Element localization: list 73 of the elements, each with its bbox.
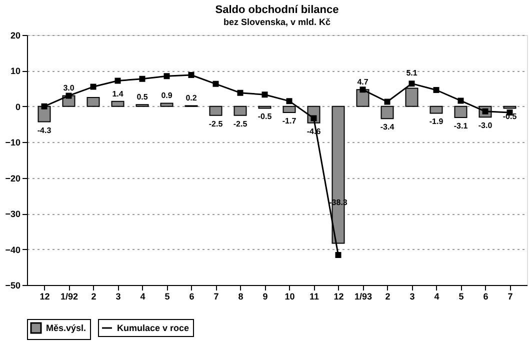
x-tick-label: 4 (140, 292, 146, 302)
x-tick-label: 2 (91, 292, 96, 302)
x-tick-label: 1/93 (354, 292, 372, 302)
data-label: 5.1 (406, 68, 418, 78)
data-label: 0.2 (186, 94, 198, 103)
x-tick-label: 5 (458, 292, 464, 302)
data-label: 0.5 (136, 92, 148, 102)
point (139, 76, 146, 82)
x-tick-label: 7 (214, 292, 219, 302)
data-label: 3.0 (63, 84, 75, 93)
chart-subtitle: bez Slovenska, v mld. Kč (223, 17, 331, 27)
data-label: -3.4 (380, 122, 395, 132)
point (286, 98, 292, 104)
point (384, 98, 390, 105)
data-label: -4.3 (37, 126, 52, 135)
point (335, 252, 342, 258)
legend-label: Kumulace v roce (117, 323, 190, 333)
x-tick-label: 10 (284, 292, 295, 302)
data-label: -3.1 (454, 122, 468, 130)
point (114, 78, 121, 84)
bar (86, 97, 100, 107)
data-label: 1.4 (112, 89, 124, 98)
bar (234, 106, 247, 116)
point (164, 73, 170, 80)
y-tick-label: 10 (10, 66, 20, 76)
data-label: -0.5 (258, 112, 272, 122)
legend-label: Měs.výsl. (46, 323, 86, 333)
point (458, 98, 464, 104)
y-tick-label: −40 (5, 244, 20, 255)
y-tick-label: 20 (10, 30, 20, 40)
data-label: 0.9 (161, 91, 173, 100)
y-tick-label: −20 (5, 173, 20, 184)
x-tick-label: 3 (410, 292, 415, 302)
x-tick-label: 6 (189, 292, 194, 302)
x-tick-label: 3 (116, 292, 121, 302)
point (66, 92, 72, 99)
x-tick-label: 7 (508, 292, 513, 302)
bar (209, 106, 222, 116)
x-tick-label: 5 (164, 292, 170, 302)
data-label: 4.7 (357, 78, 369, 87)
bar (160, 102, 174, 107)
bar (430, 106, 443, 114)
x-tick-label: 8 (238, 292, 244, 302)
bar (282, 106, 296, 113)
point (310, 115, 317, 122)
chart-title: Saldo obchodní bilance (215, 4, 339, 16)
x-tick-label: 12 (334, 292, 344, 302)
x-tick-label: 12 (40, 292, 50, 302)
data-label: -1.9 (429, 117, 444, 126)
point (237, 90, 244, 96)
point (188, 72, 194, 78)
point (90, 84, 96, 90)
x-tick-label: 4 (434, 292, 440, 302)
point (408, 80, 415, 87)
data-label: -1.7 (282, 116, 297, 126)
data-label: -3.0 (478, 121, 493, 130)
data-label: -2.5 (208, 119, 224, 128)
x-tick-label: 9 (262, 292, 268, 302)
y-tick-label: −50 (5, 280, 20, 290)
x-tick-label: 2 (385, 292, 390, 302)
point (41, 103, 48, 110)
y-tick-label: −30 (5, 209, 20, 220)
data-label: -2.5 (233, 119, 248, 128)
point (360, 86, 366, 93)
x-tick-label: 1/92 (60, 292, 78, 302)
point (262, 92, 268, 98)
point (212, 80, 219, 87)
y-tick-label: 0 (15, 102, 20, 112)
x-tick-label: 11 (309, 292, 320, 302)
y-tick-label: −10 (5, 138, 20, 148)
point (433, 87, 440, 93)
bar (111, 100, 124, 107)
x-tick-label: 6 (483, 292, 488, 302)
